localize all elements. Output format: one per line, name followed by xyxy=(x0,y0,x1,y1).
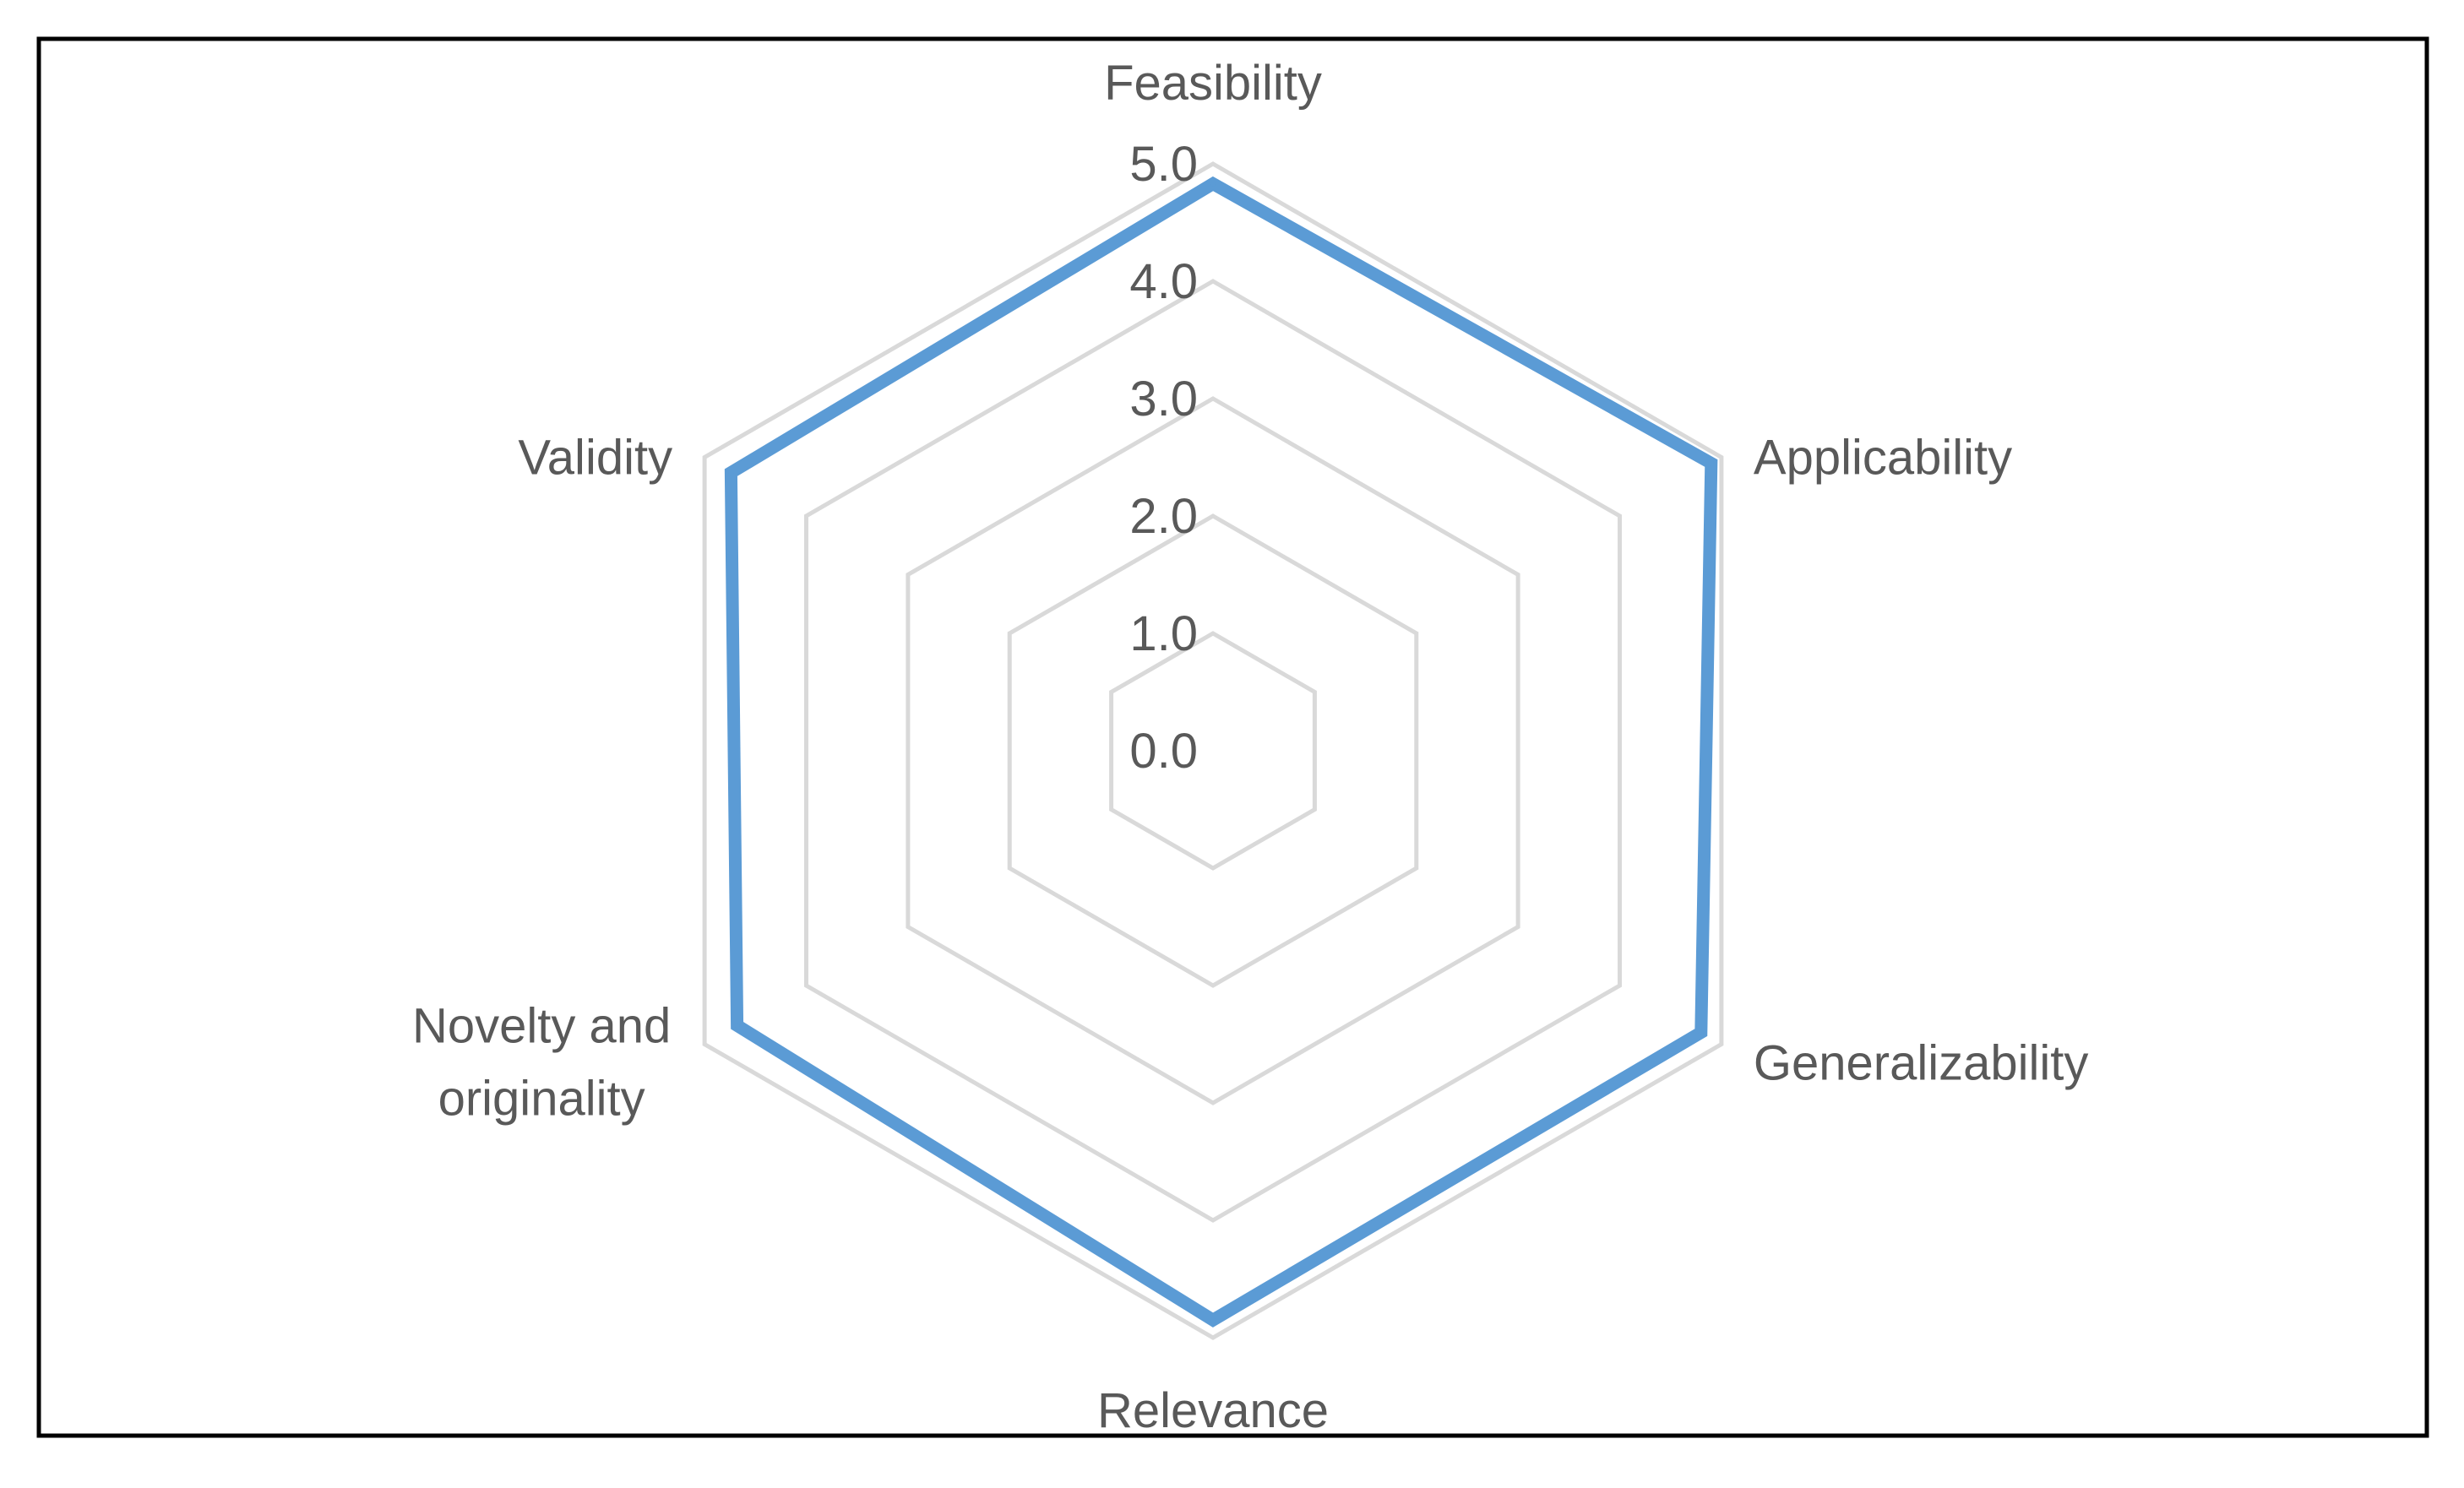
category-label: Novelty and originality xyxy=(412,999,671,1127)
category-label: Relevance xyxy=(1097,1383,1329,1438)
series-layer xyxy=(724,176,1718,1328)
chart-frame xyxy=(36,36,2429,1438)
grid-layer xyxy=(702,161,1724,1340)
data-point xyxy=(1210,1317,1216,1323)
grid-ring-3 xyxy=(906,396,1520,1105)
category-label: Validity xyxy=(518,431,672,486)
tick-label: 5.0 xyxy=(1129,137,1198,192)
tick-label: 0.0 xyxy=(1129,724,1198,779)
tick-label: 4.0 xyxy=(1129,254,1198,309)
data-point xyxy=(1708,460,1714,466)
grid-ring-5 xyxy=(702,161,1724,1340)
grid-ring-2 xyxy=(1007,513,1419,988)
data-point xyxy=(734,1023,740,1029)
category-label: Generalizability xyxy=(1754,1036,2089,1091)
category-label-layer: Feasibility Applicability Generalizability… xyxy=(412,56,2088,1438)
tick-label-layer: 0.0 1.0 2.0 3.0 4.0 5.0 xyxy=(1129,137,1198,779)
tick-label: 1.0 xyxy=(1129,606,1198,661)
grid-ring-4 xyxy=(804,279,1622,1223)
data-point xyxy=(1698,1029,1704,1035)
category-label: Feasibility xyxy=(1104,56,1322,111)
tick-label: 3.0 xyxy=(1129,372,1198,426)
grid-ring-1 xyxy=(1109,631,1317,871)
tick-label: 2.0 xyxy=(1129,489,1198,544)
category-label: Applicability xyxy=(1754,431,2012,486)
data-point xyxy=(728,470,734,475)
data-point xyxy=(1210,181,1216,187)
